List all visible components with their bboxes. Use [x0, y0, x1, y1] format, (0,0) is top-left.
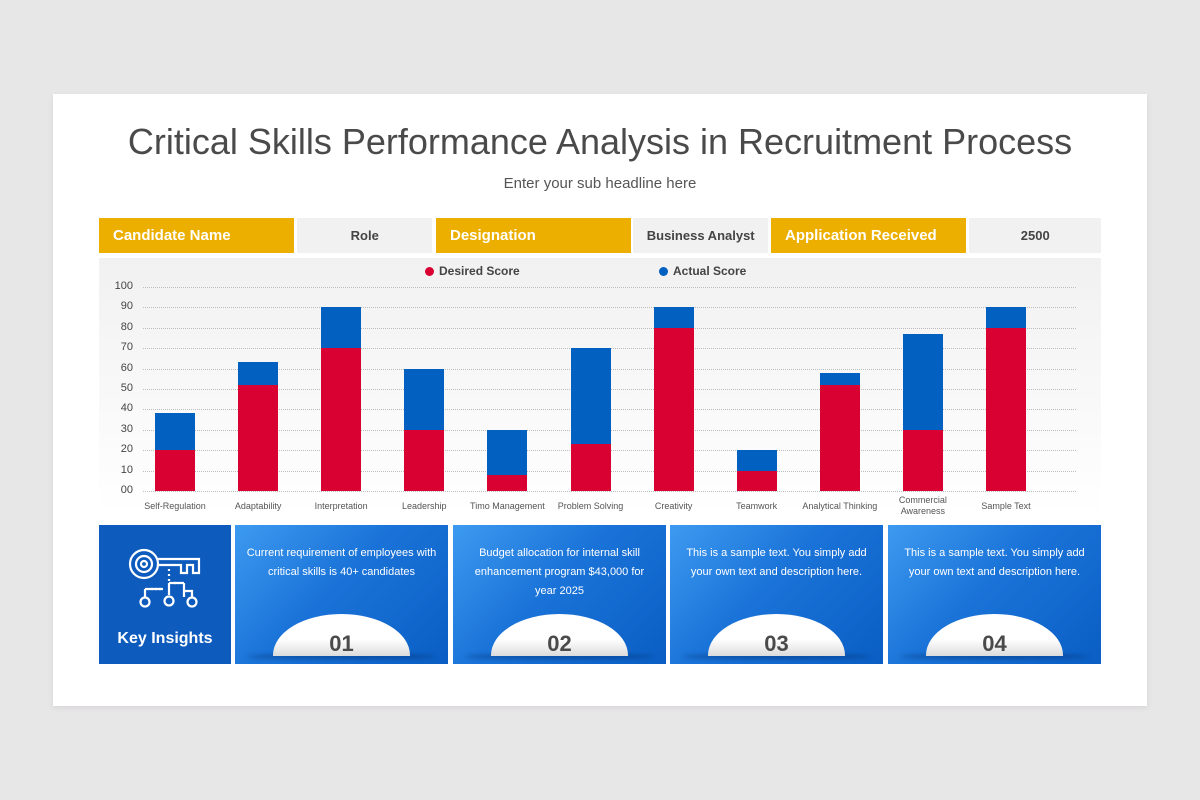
- x-axis-label: Adaptability: [234, 501, 282, 511]
- y-axis-tick: 10: [120, 463, 133, 476]
- designation-value: Business Analyst: [633, 218, 768, 253]
- legend-actual: Actual Score: [659, 264, 746, 278]
- y-axis-tick: 70: [120, 341, 133, 354]
- key-insights-section: Key Insights Current requirement of empl…: [99, 525, 1101, 664]
- bar-segment-actual-score: [487, 429, 528, 475]
- insight-number: 02: [547, 631, 572, 656]
- bar-segment-desired-score: [238, 384, 279, 491]
- insight-card-03: This is a sample text. You simply add yo…: [670, 525, 883, 664]
- candidate-name-label: Candidate Name: [99, 218, 295, 253]
- key-insights-heading: Key Insights: [117, 630, 213, 647]
- insight-number: 01: [329, 631, 354, 656]
- y-axis-tick: 30: [120, 422, 133, 435]
- application-received-label: Application Received: [771, 218, 967, 253]
- bar-segment-actual-score: [570, 348, 611, 445]
- bar-segment-desired-score: [487, 474, 528, 491]
- legend-actual-label: Actual Score: [673, 264, 747, 278]
- y-axis-tick: 00: [120, 484, 133, 496]
- page-title: Critical Skills Performance Analysis in …: [127, 121, 1073, 162]
- insight-number: 03: [764, 631, 789, 656]
- x-axis-label: Self-Regulation: [144, 501, 206, 511]
- x-axis-label: Interpretation: [314, 501, 368, 511]
- gridline: [143, 287, 1076, 288]
- page-subtitle: Enter your sub headline here: [503, 175, 697, 192]
- dome-shadow: [900, 654, 1089, 659]
- insight-text: Budget allocation for internal skill enh…: [474, 547, 645, 597]
- insight-text: This is a sample text. You simply add yo…: [904, 547, 1085, 578]
- bar-segment-desired-score: [155, 450, 195, 491]
- bar-segment-actual-score: [155, 413, 195, 451]
- x-axis-label: Analytical Thinking: [802, 501, 878, 511]
- bar-segment-desired-score: [570, 444, 611, 491]
- x-axis-label: Commercial Awareness: [898, 495, 947, 516]
- bar-segment-desired-score: [736, 470, 777, 491]
- designation-label: Designation: [436, 218, 632, 253]
- legend-desired-label: Desired Score: [439, 264, 520, 278]
- insight-card-02: Budget allocation for internal skill enh…: [453, 525, 666, 664]
- x-axis-label: Teamwork: [736, 501, 778, 511]
- gridline: [143, 491, 1076, 492]
- insight-text: Current requirement of employees with cr…: [246, 547, 437, 578]
- x-axis-label: Timo Management: [470, 501, 545, 511]
- legend-desired: Desired Score: [425, 264, 520, 278]
- insight-text: This is a sample text. You simply add yo…: [686, 547, 867, 578]
- candidate-info-bar: Candidate Name Role Designation Business…: [99, 218, 1101, 253]
- bar-segment-actual-score: [819, 372, 860, 385]
- application-received-value: 2500: [969, 218, 1101, 253]
- x-axis-label: Creativity: [654, 501, 693, 511]
- gridline: [143, 327, 1076, 329]
- slide: Critical Skills Performance Analysis in …: [53, 94, 1147, 706]
- y-axis-tick: 60: [120, 361, 133, 374]
- insight-card-04: This is a sample text. You simply add yo…: [888, 525, 1101, 664]
- bar-segment-desired-score: [986, 327, 1026, 491]
- x-axis-label: Problem Solving: [557, 501, 624, 511]
- bar-segment-actual-score: [653, 307, 694, 328]
- bar-segment-actual-score: [404, 368, 445, 430]
- key-circuit-icon: [128, 548, 201, 608]
- insight-number: 04: [982, 631, 1007, 656]
- dome-shadow: [465, 654, 654, 659]
- bar-segment-desired-score: [653, 327, 694, 491]
- y-axis-tick: 80: [120, 320, 133, 333]
- bar-segment-desired-score: [404, 429, 445, 491]
- gridline: [143, 307, 1076, 309]
- bar-segment-actual-score: [736, 450, 777, 471]
- actual-dot-icon: [659, 266, 668, 276]
- y-axis-tick: 40: [120, 402, 133, 415]
- desired-dot-icon: [425, 266, 434, 276]
- role-value: Role: [297, 218, 432, 253]
- bar-segment-actual-score: [902, 333, 943, 430]
- bar-segment-actual-score: [321, 307, 362, 349]
- x-axis-label: Leadership: [402, 501, 447, 511]
- bar-segment-actual-score: [986, 307, 1026, 328]
- skills-bar-chart: Desired Score Actual Score 00 10 20 30 40 50 6…: [99, 258, 1101, 516]
- bar-segment-desired-score: [902, 429, 943, 491]
- bar-segment-actual-score: [238, 362, 279, 385]
- dome-shadow: [682, 654, 871, 659]
- bar-segment-desired-score: [321, 348, 362, 491]
- y-axis-tick: 20: [120, 443, 133, 456]
- y-axis-tick: 100: [114, 280, 133, 292]
- bar-segment-desired-score: [819, 384, 860, 491]
- key-insights-card: Key Insights: [99, 525, 231, 664]
- y-axis-tick: 90: [120, 300, 133, 313]
- insight-card-01: Current requirement of employees with cr…: [235, 525, 448, 664]
- y-axis-tick: 50: [120, 382, 133, 394]
- dome-shadow: [247, 654, 436, 659]
- x-axis-label: Sample Text: [981, 501, 1031, 511]
